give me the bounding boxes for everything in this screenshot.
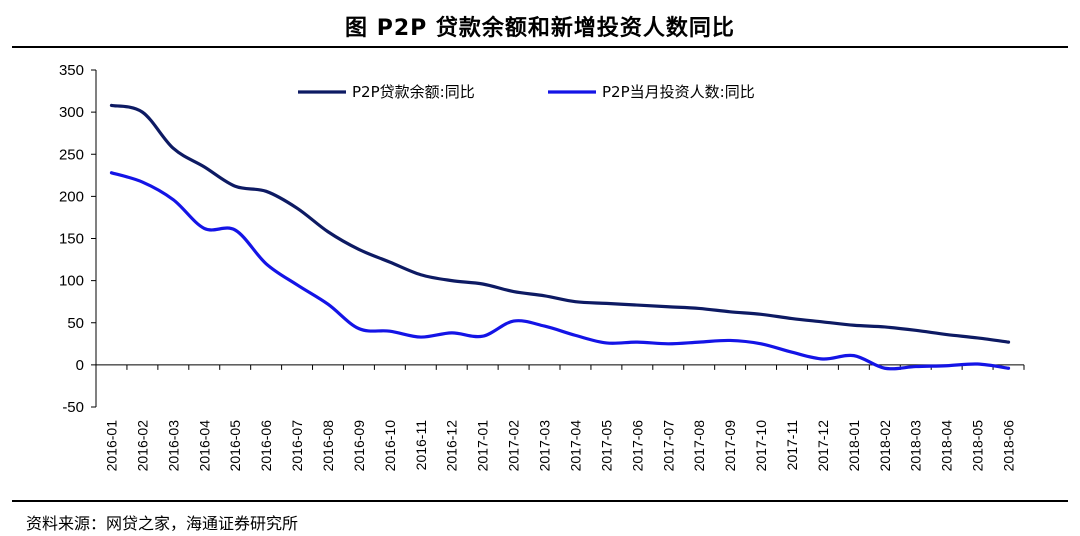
y-tick-label: 300: [59, 104, 84, 121]
x-tick-label: 2018-05: [970, 420, 986, 472]
y-tick-label: 0: [76, 357, 84, 374]
x-tick-label: 2017-08: [691, 420, 707, 472]
x-tick-label: 2017-11: [784, 420, 800, 471]
x-tick-label: 2018-06: [1001, 420, 1017, 472]
x-tick-label: 2016-06: [258, 420, 274, 472]
title-rule: [12, 46, 1068, 48]
x-tick-label: 2017-02: [506, 420, 522, 472]
legend-label-2: P2P当月投资人数:同比: [602, 83, 755, 101]
x-tick-label: 2018-01: [846, 420, 862, 472]
x-tick-label: 2016-07: [289, 420, 305, 472]
y-tick-labels: 350 300 250 200 150 100 50 0 -50: [59, 62, 84, 416]
legend: P2P贷款余额:同比 P2P当月投资人数:同比: [298, 83, 755, 101]
x-tick-label: 2016-09: [351, 420, 367, 472]
x-tick-label: 2017-03: [537, 420, 553, 472]
x-tick-label: 2016-12: [444, 420, 460, 472]
axes: [91, 69, 1025, 408]
x-tick-label: 2017-12: [815, 420, 831, 472]
series-line-2: [109, 171, 1011, 371]
x-tick-label: 2016-02: [134, 420, 150, 472]
x-tick-label: 2016-10: [382, 420, 398, 472]
x-tick-label: 2018-03: [908, 420, 924, 472]
x-tick-label: 2016-05: [227, 420, 243, 472]
x-tick-label: 2017-05: [598, 420, 614, 472]
y-tick-label: 350: [59, 62, 84, 79]
source-rule: [12, 500, 1068, 502]
legend-label-1: P2P贷款余额:同比: [352, 83, 475, 101]
series-line-1: [109, 103, 1011, 344]
x-tick-labels: 2016-01 2016-02 2016-03 2016-04 2016-05 2016-…: [103, 420, 1016, 472]
x-tick-label: 2017-10: [753, 420, 769, 472]
x-tick-label: 2016-01: [103, 420, 119, 472]
series-lines: [109, 103, 1011, 371]
x-tick-label: 2017-01: [475, 420, 491, 472]
y-tick-label: 250: [59, 146, 84, 163]
y-tick-label: 150: [59, 231, 84, 248]
source-note: 资料来源：网贷之家，海通证券研究所: [26, 514, 299, 533]
y-tick-label: 100: [59, 273, 84, 290]
y-tick-label: 200: [59, 188, 84, 205]
x-tick-label: 2016-04: [196, 420, 212, 472]
chart-title: 图 P2P 贷款余额和新增投资人数同比: [345, 16, 735, 41]
x-tick-label: 2017-09: [722, 420, 738, 472]
x-tick-label: 2016-03: [165, 420, 181, 472]
x-tick-label: 2017-04: [567, 420, 583, 472]
x-tick-label: 2016-11: [413, 420, 429, 471]
x-tick-label: 2018-04: [939, 420, 955, 472]
x-tick-label: 2017-07: [660, 420, 676, 472]
x-tick-label: 2017-06: [629, 420, 645, 472]
x-tick-label: 2016-08: [320, 420, 336, 472]
y-tick-label: -50: [62, 399, 84, 416]
x-tick-label: 2018-02: [877, 420, 893, 472]
y-tick-label: 50: [67, 315, 84, 332]
